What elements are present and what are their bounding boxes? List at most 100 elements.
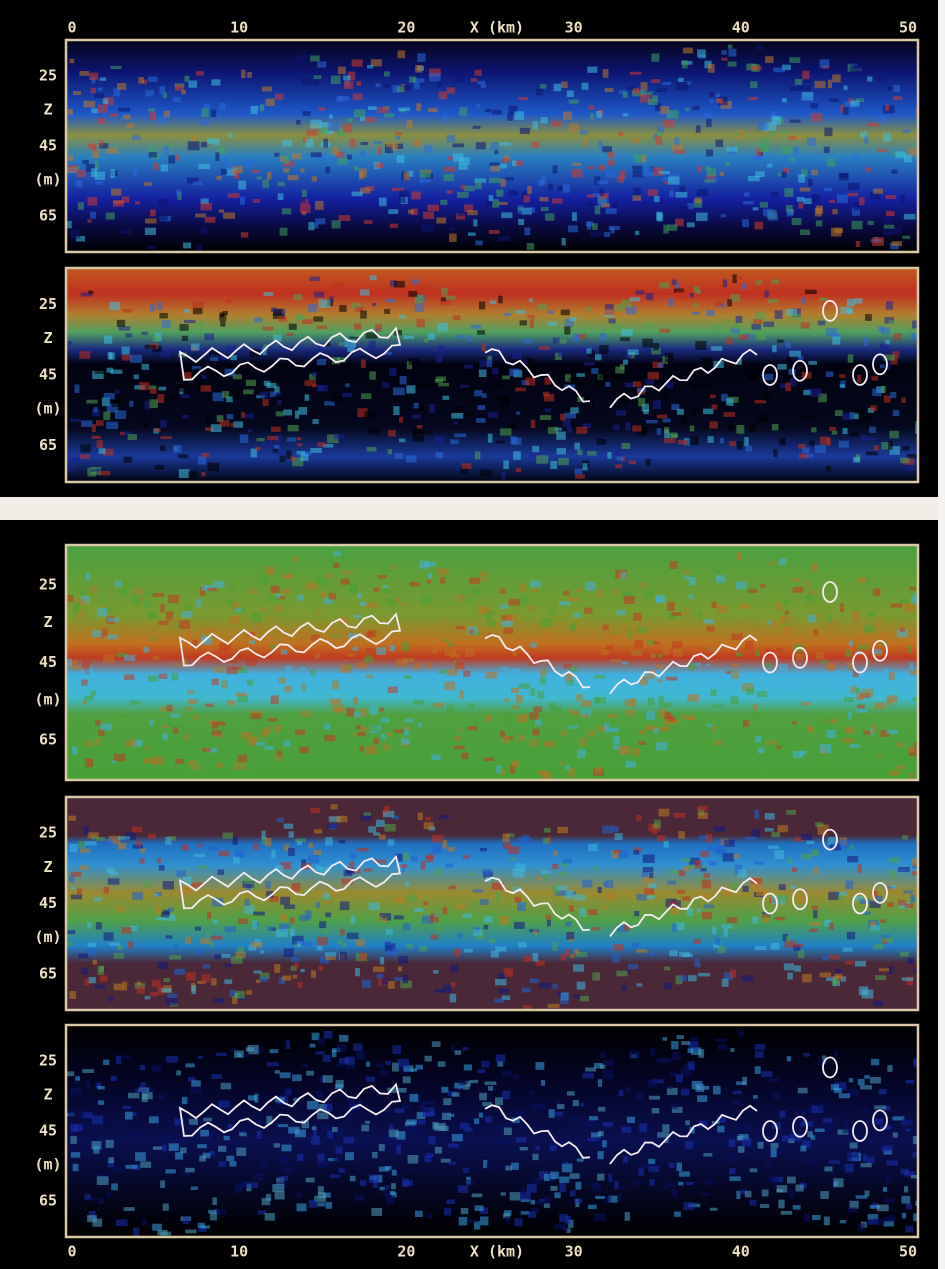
heatmap-cell [755, 946, 767, 950]
heatmap-cell [748, 589, 757, 593]
heatmap-cell [298, 407, 307, 415]
heatmap-cell [706, 663, 711, 666]
heatmap-cell [155, 465, 165, 470]
heatmap-cell [219, 209, 224, 212]
heatmap-cell [169, 955, 181, 960]
heatmap-cell [396, 136, 401, 139]
heatmap-cell [653, 343, 659, 350]
heatmap-cell [329, 593, 337, 599]
heatmap-cell [659, 709, 665, 717]
heatmap-cell [657, 1132, 669, 1138]
heatmap-cell [715, 938, 720, 945]
heatmap-cell [884, 225, 895, 229]
heatmap-cell [80, 849, 90, 853]
heatmap-cell [664, 967, 670, 971]
heatmap-cell [100, 329, 107, 334]
heatmap-cell [402, 975, 407, 983]
heatmap-cell [126, 123, 134, 127]
heatmap-cell [92, 424, 96, 432]
heatmap-cell [106, 368, 113, 373]
heatmap-cell [843, 428, 848, 434]
heatmap-cell [283, 168, 289, 173]
heatmap-cell [905, 903, 914, 908]
heatmap-cell [129, 401, 133, 407]
heatmap-cell [784, 188, 793, 197]
heatmap-cell [646, 293, 653, 300]
heatmap-cell [241, 412, 245, 418]
heatmap-cell [885, 105, 889, 111]
heatmap-cell [448, 156, 453, 160]
heatmap-cell [271, 695, 279, 704]
heatmap-cell [577, 1159, 584, 1162]
heatmap-cell [206, 414, 210, 423]
heatmap-cell [523, 769, 533, 776]
heatmap-cell [98, 88, 103, 92]
heatmap-cell [902, 446, 909, 450]
heatmap-cell [584, 362, 594, 365]
heatmap-cell [650, 953, 655, 956]
heatmap-cell [886, 1176, 891, 1182]
heatmap-cell [550, 1186, 557, 1191]
heatmap-cell [257, 1131, 262, 1139]
heatmap-cell [248, 429, 253, 433]
heatmap-cell [231, 423, 236, 427]
heatmap-cell [341, 579, 350, 585]
heatmap-cell [545, 1196, 552, 1204]
heatmap-cell [644, 888, 654, 894]
x-tick-label: 0 [67, 19, 76, 37]
heatmap-cell [856, 241, 860, 247]
heatmap-cell [117, 624, 127, 630]
heatmap-cell [271, 307, 277, 312]
heatmap-cell [360, 311, 367, 319]
heatmap-cell [338, 67, 346, 75]
heatmap-cell [499, 988, 509, 994]
heatmap-cell [850, 744, 860, 748]
heatmap-cell [84, 826, 89, 835]
heatmap-cell [142, 423, 146, 428]
heatmap-cell [663, 1059, 671, 1063]
heatmap-cell [755, 46, 762, 50]
heatmap-cell [596, 111, 602, 118]
heatmap-cell [695, 341, 706, 350]
heatmap-cell [235, 608, 242, 611]
heatmap-cell [752, 156, 761, 159]
heatmap-cell [765, 374, 774, 380]
heatmap-cell [776, 602, 782, 610]
heatmap-cell [500, 588, 505, 593]
heatmap-cell [792, 218, 802, 225]
heatmap-cell [224, 158, 228, 166]
heatmap-cell [743, 720, 749, 727]
heatmap-cell [801, 415, 812, 419]
heatmap-cell [328, 122, 339, 131]
heatmap-cell [694, 860, 702, 868]
heatmap-cell [148, 834, 156, 839]
heatmap-cell [688, 1048, 694, 1053]
heatmap-cell [397, 1059, 409, 1068]
heatmap-cell [258, 576, 267, 584]
heatmap-cell [728, 61, 737, 66]
heatmap-cell [543, 875, 548, 882]
heatmap-cell [886, 195, 896, 199]
heatmap-cell [374, 916, 383, 924]
heatmap-cell [323, 1075, 333, 1083]
heatmap-cell [591, 1132, 601, 1137]
heatmap-cell [809, 922, 821, 926]
heatmap-cell [425, 562, 436, 567]
heatmap-cell [256, 438, 264, 441]
heatmap-cell [106, 213, 115, 220]
heatmap-cell [649, 1096, 660, 1100]
heatmap-cell [450, 440, 458, 445]
panel [66, 40, 926, 253]
heatmap-cell [399, 439, 405, 443]
heatmap-cell [859, 899, 870, 904]
heatmap-cell [250, 713, 261, 719]
y-label: 65 [39, 206, 57, 224]
heatmap-cell [395, 898, 407, 903]
heatmap-cell [357, 593, 362, 599]
heatmap-cell [784, 627, 791, 635]
heatmap-cell [169, 836, 176, 840]
heatmap-cell [293, 557, 298, 563]
heatmap-cell [601, 203, 610, 207]
heatmap-cell [516, 412, 520, 415]
heatmap-cell [553, 1224, 565, 1230]
